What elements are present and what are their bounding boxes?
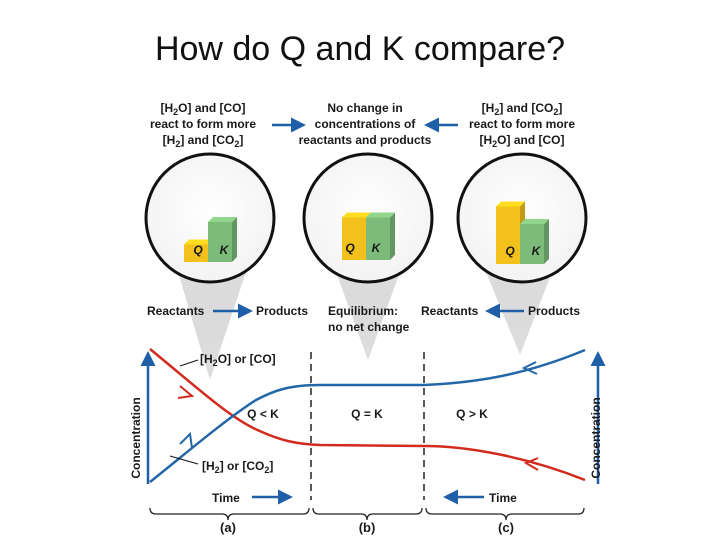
k-label-b: K (372, 241, 382, 255)
product-arrow-mark-right (521, 361, 538, 375)
q-k-bars (184, 201, 549, 264)
caption-a-line-1: [H2O] and [CO] (160, 101, 245, 117)
k-bar-c (520, 219, 549, 264)
region-label-c: Q > K (456, 407, 488, 421)
k-bar-a (208, 217, 237, 262)
curve-top-pointer (179, 359, 199, 367)
bracket-a (149, 507, 310, 521)
k-bar-b (366, 212, 395, 260)
caption-a-line-3: [H2] and [CO2] (163, 133, 244, 149)
no-net-change-label: no net change (328, 320, 410, 334)
curve-top-label: [H2O] or [CO] (200, 352, 276, 368)
region-label-b: Q = K (351, 407, 383, 421)
products-label-c: Products (528, 304, 580, 318)
region-label-a: Q < K (247, 407, 279, 421)
caption-c: [H2] and [CO2] react to form more [H2O] … (469, 101, 575, 149)
caption-b-line-3: reactants and products (299, 133, 432, 147)
q-label-b: Q (345, 241, 355, 255)
bracket-b (312, 507, 423, 521)
panel-label-a: (a) (220, 520, 236, 535)
reactants-label-a: Reactants (147, 304, 205, 318)
caption-c-line-1: [H2] and [CO2] (482, 101, 563, 117)
y-axis-label-right: Concentration (589, 397, 603, 478)
reactants-label-c: Reactants (421, 304, 479, 318)
reactant-curve (149, 348, 586, 482)
panel-label-b: (b) (359, 520, 376, 535)
slide-title: How do Q and K compare? (154, 30, 566, 68)
bracket-c (425, 507, 585, 521)
magnifier-circle-a (144, 152, 276, 284)
caption-b: No change in concentrations of reactants… (299, 101, 432, 147)
caption-a-line-2: react to form more (150, 117, 256, 131)
caption-c-line-2: react to form more (469, 117, 575, 131)
equilibrium-label: Equilibrium: (328, 304, 398, 318)
curve-bottom-pointer (169, 455, 199, 465)
curve-bottom-label: [H2] or [CO2] (202, 459, 273, 475)
product-curve (149, 348, 586, 483)
reactant-arrow-mark-right (523, 457, 539, 471)
magnifier-cone-b (336, 272, 400, 360)
q-label-a: Q (193, 243, 203, 257)
q-label-c: Q (505, 244, 515, 258)
time-label-right: Time (489, 491, 517, 505)
magnifier-cone-a (178, 272, 246, 380)
caption-a: [H2O] and [CO] react to form more [H2] a… (150, 101, 256, 149)
caption-b-line-2: concentrations of (315, 117, 417, 131)
panel-label-c: (c) (498, 520, 514, 535)
product-arrow-mark-left (179, 431, 193, 449)
k-label-c: K (532, 244, 542, 258)
k-label-a: K (220, 243, 230, 257)
caption-b-line-1: No change in (327, 101, 402, 115)
caption-c-line-3: [H2O] and [CO] (479, 133, 564, 149)
magnifier-cone-c (486, 272, 552, 355)
reactant-arrow-mark-left (177, 385, 195, 399)
y-axis-label-left: Concentration (129, 397, 143, 478)
products-label-a: Products (256, 304, 308, 318)
time-label-left: Time (212, 491, 240, 505)
